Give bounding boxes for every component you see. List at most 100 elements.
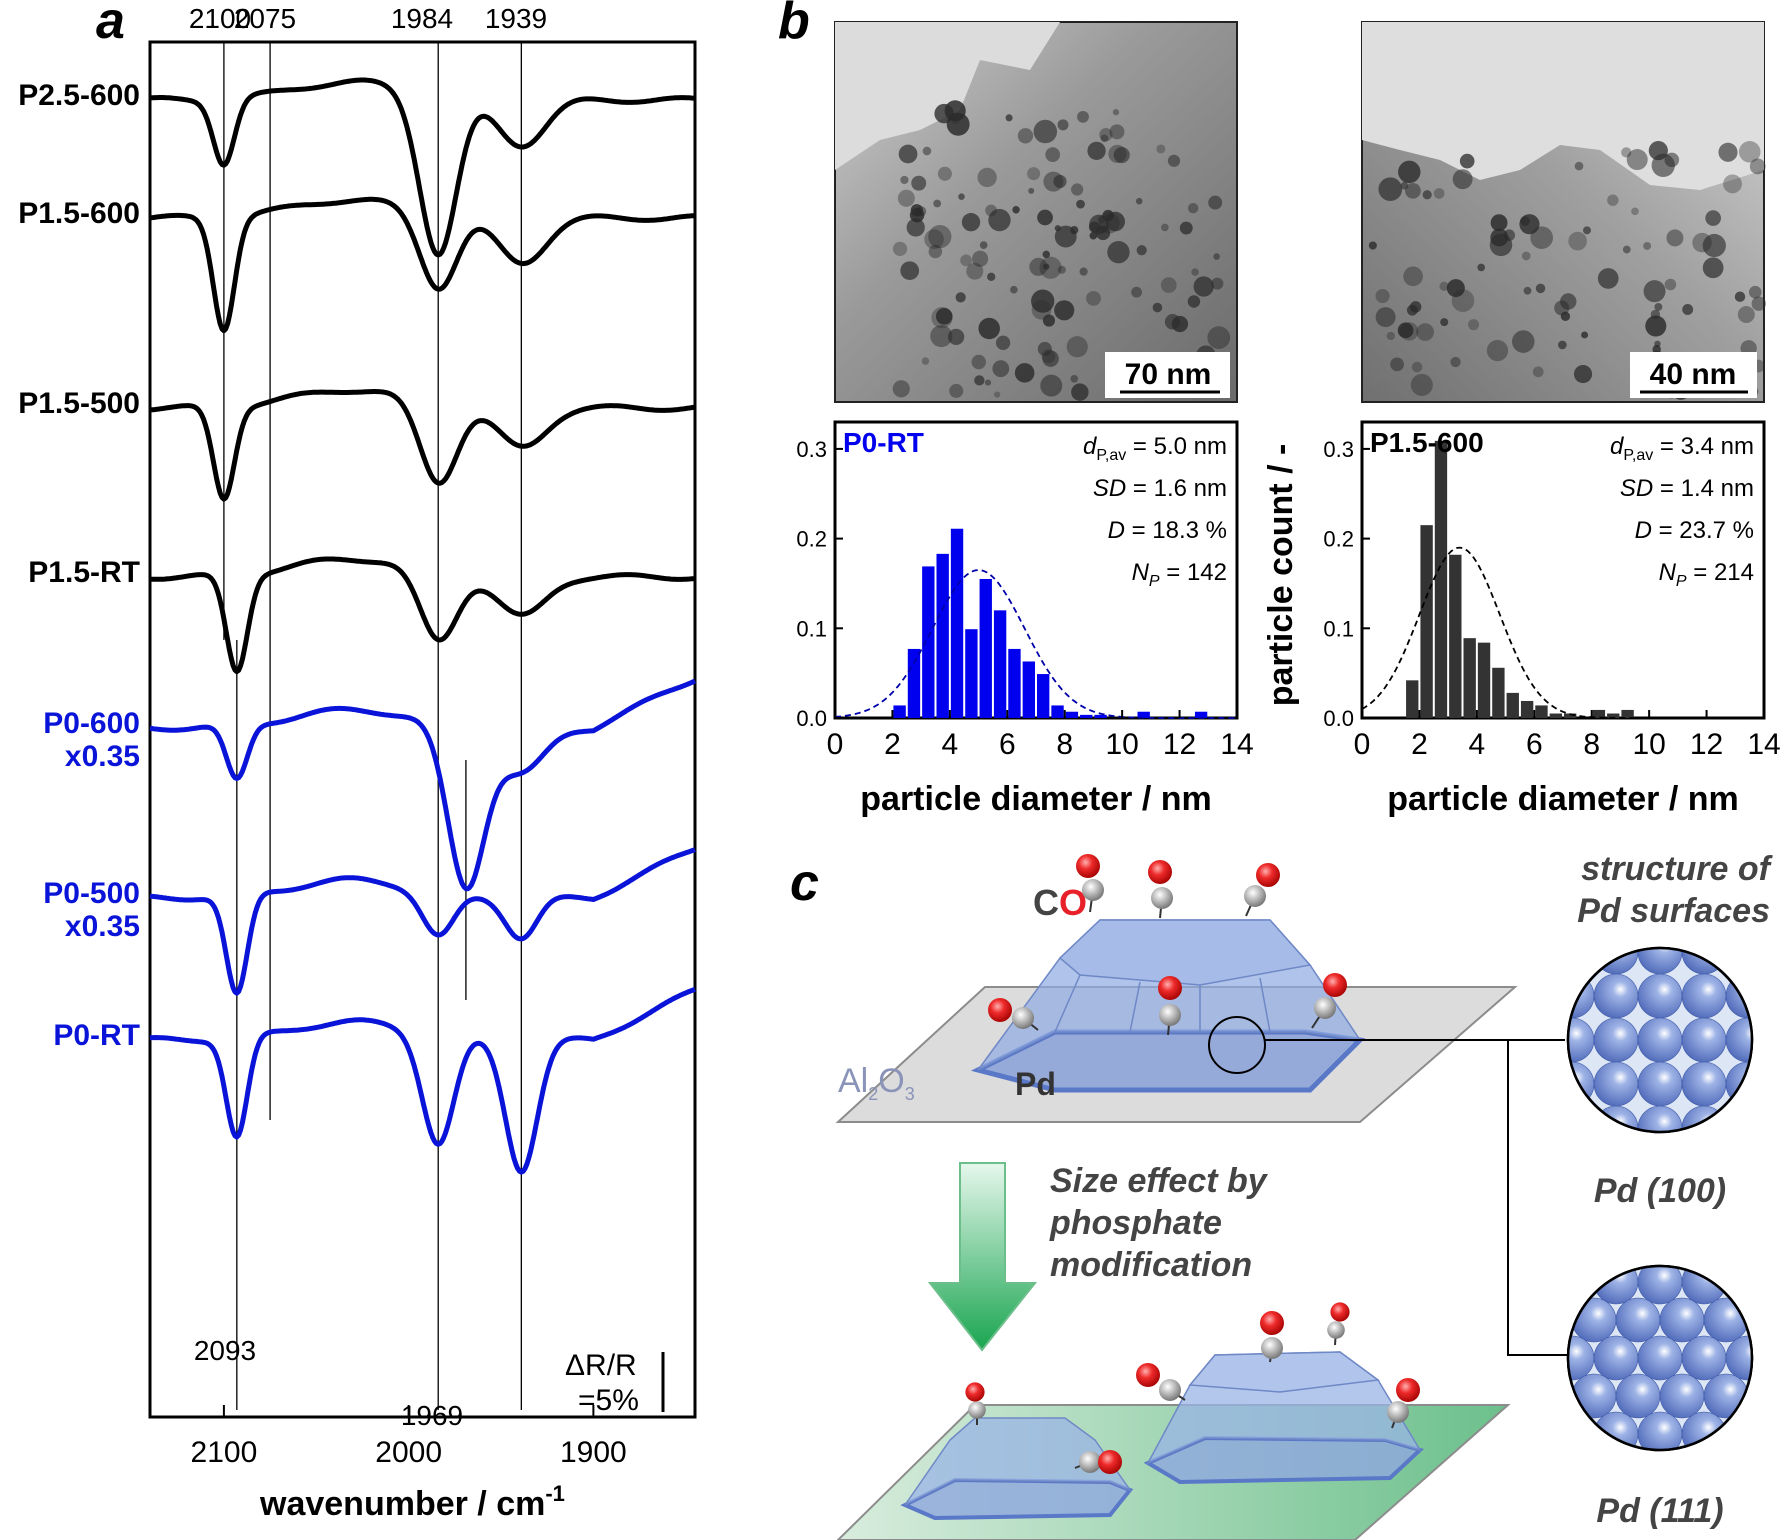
tem-particle [977,167,997,188]
pd-atom [1637,973,1683,1019]
tem-particle [1040,374,1063,397]
histogram-frame [1360,420,1766,720]
tem-particle [1405,182,1421,199]
tem-particle [1070,374,1079,383]
tem-particles-left [892,100,1231,401]
histogram-bar [1592,709,1606,718]
pd-atom [1725,1017,1751,1063]
histogram-frame [833,420,1239,720]
pd-atom [1681,1017,1727,1063]
tem-particle [978,317,1000,340]
pd-atom [1506,930,1550,974]
tem-particle [1748,285,1762,299]
oxygen-atom [965,1382,985,1402]
pd-atom [1748,1222,1785,1266]
carbon-atom [1327,1321,1345,1339]
tem-particle [1010,285,1018,294]
tem-particle [1136,245,1147,256]
tem-particle [1422,190,1432,200]
carbon-atom [968,1401,986,1419]
tem-particle [1191,268,1199,276]
tem-particle [1486,339,1509,362]
tem-particle [1027,167,1041,181]
tem-particle [1397,322,1414,339]
ir-curve-p0-600 [149,678,697,892]
pd-atom [1637,1061,1683,1107]
tem-particle [1179,221,1193,235]
tem-particle [1054,225,1077,248]
histogram-p15-600: 0 2 4 6 8 10 12 14 0.0 0.1 0.2 0.3 P1.5-600 dP,av = 3… [1323,420,1781,818]
tem-particle [1440,318,1449,327]
tem-particle [1597,268,1619,289]
tem-particle [1643,280,1666,303]
tem-particle [1161,223,1169,232]
pd-atom [1593,1411,1639,1449]
pd-atom [1593,1017,1639,1063]
ir-series-label-scale: x0.35 [65,910,140,943]
histogram-y-tick-label: 0.3 [1323,437,1354,462]
tem-particle [1071,383,1089,401]
tem-particle [1403,266,1423,287]
tem-particle [897,189,915,207]
pd-atom [1747,1373,1751,1419]
panel-label-a: a [96,0,125,50]
pd-atom [1550,1150,1594,1194]
histogram-bar [1051,705,1064,718]
ir-top-marker: 1939 [485,3,547,34]
histogram-bar [1492,667,1505,718]
tem-particle [921,357,930,365]
pd100-label: Pd (100) [1594,1172,1726,1210]
tem-scale-box-right [1630,352,1757,398]
histogram-x-tick-label: 0 [1354,728,1371,761]
pd-atom [1572,1222,1616,1266]
pd-atom [1506,1260,1550,1304]
pd-atom [1569,1267,1595,1305]
tem-particle [1098,212,1120,234]
tem-particle [937,166,952,181]
tem-particle [1076,199,1085,209]
support-label-al: Al [838,1062,868,1100]
tem-particle [1037,209,1053,226]
tem-particle [1583,226,1591,235]
histogram-stat: SD = 1.4 nm [1620,475,1754,502]
tem-scale-label-left: 70 nm [1125,358,1212,391]
panel-label-b: b [778,0,810,50]
tem-particle [1386,331,1395,341]
tem-particle [1723,174,1742,194]
pd-atom [1571,1373,1617,1419]
pd-atom [1770,886,1785,930]
pd-atom [1637,949,1683,975]
pd-atom [1506,1412,1550,1456]
tem-particle [1057,119,1069,131]
histogram-bar [1094,714,1107,718]
tem-particle [1193,276,1214,297]
pd-atom [1506,1150,1550,1194]
panel-c: c Al2O3 Pd CO Size effect by phosphate m… [790,850,1785,1540]
tem-particle [994,391,1001,398]
tem-particle [1109,124,1125,140]
panel-label-c: c [790,854,819,912]
ir-top-marker: 2100 [189,3,251,34]
tem-particle [1113,146,1130,164]
pd-atom [1569,1105,1595,1131]
oxygen-atom [1323,973,1347,997]
tem-particle [971,354,986,370]
tem-particle [1005,114,1013,122]
tem-particle [1375,288,1390,304]
tem-particle [1439,281,1449,291]
pd-atom [1770,1062,1785,1106]
tem-particle [1042,250,1050,259]
tem-particle [1416,323,1434,341]
tem-particle [1152,302,1163,313]
histogram-x-tick-label: 6 [999,728,1016,761]
pd-atom [1770,1412,1785,1456]
tem-particle [1558,340,1567,350]
tem-particle [1749,158,1766,175]
histogram-fit-curve [834,569,1237,719]
histogram-bar [1065,711,1079,718]
pd-atom [1506,974,1550,1018]
pd-atom [1528,1450,1572,1494]
tem-particle [1490,228,1509,247]
tem-particle [1160,277,1177,293]
